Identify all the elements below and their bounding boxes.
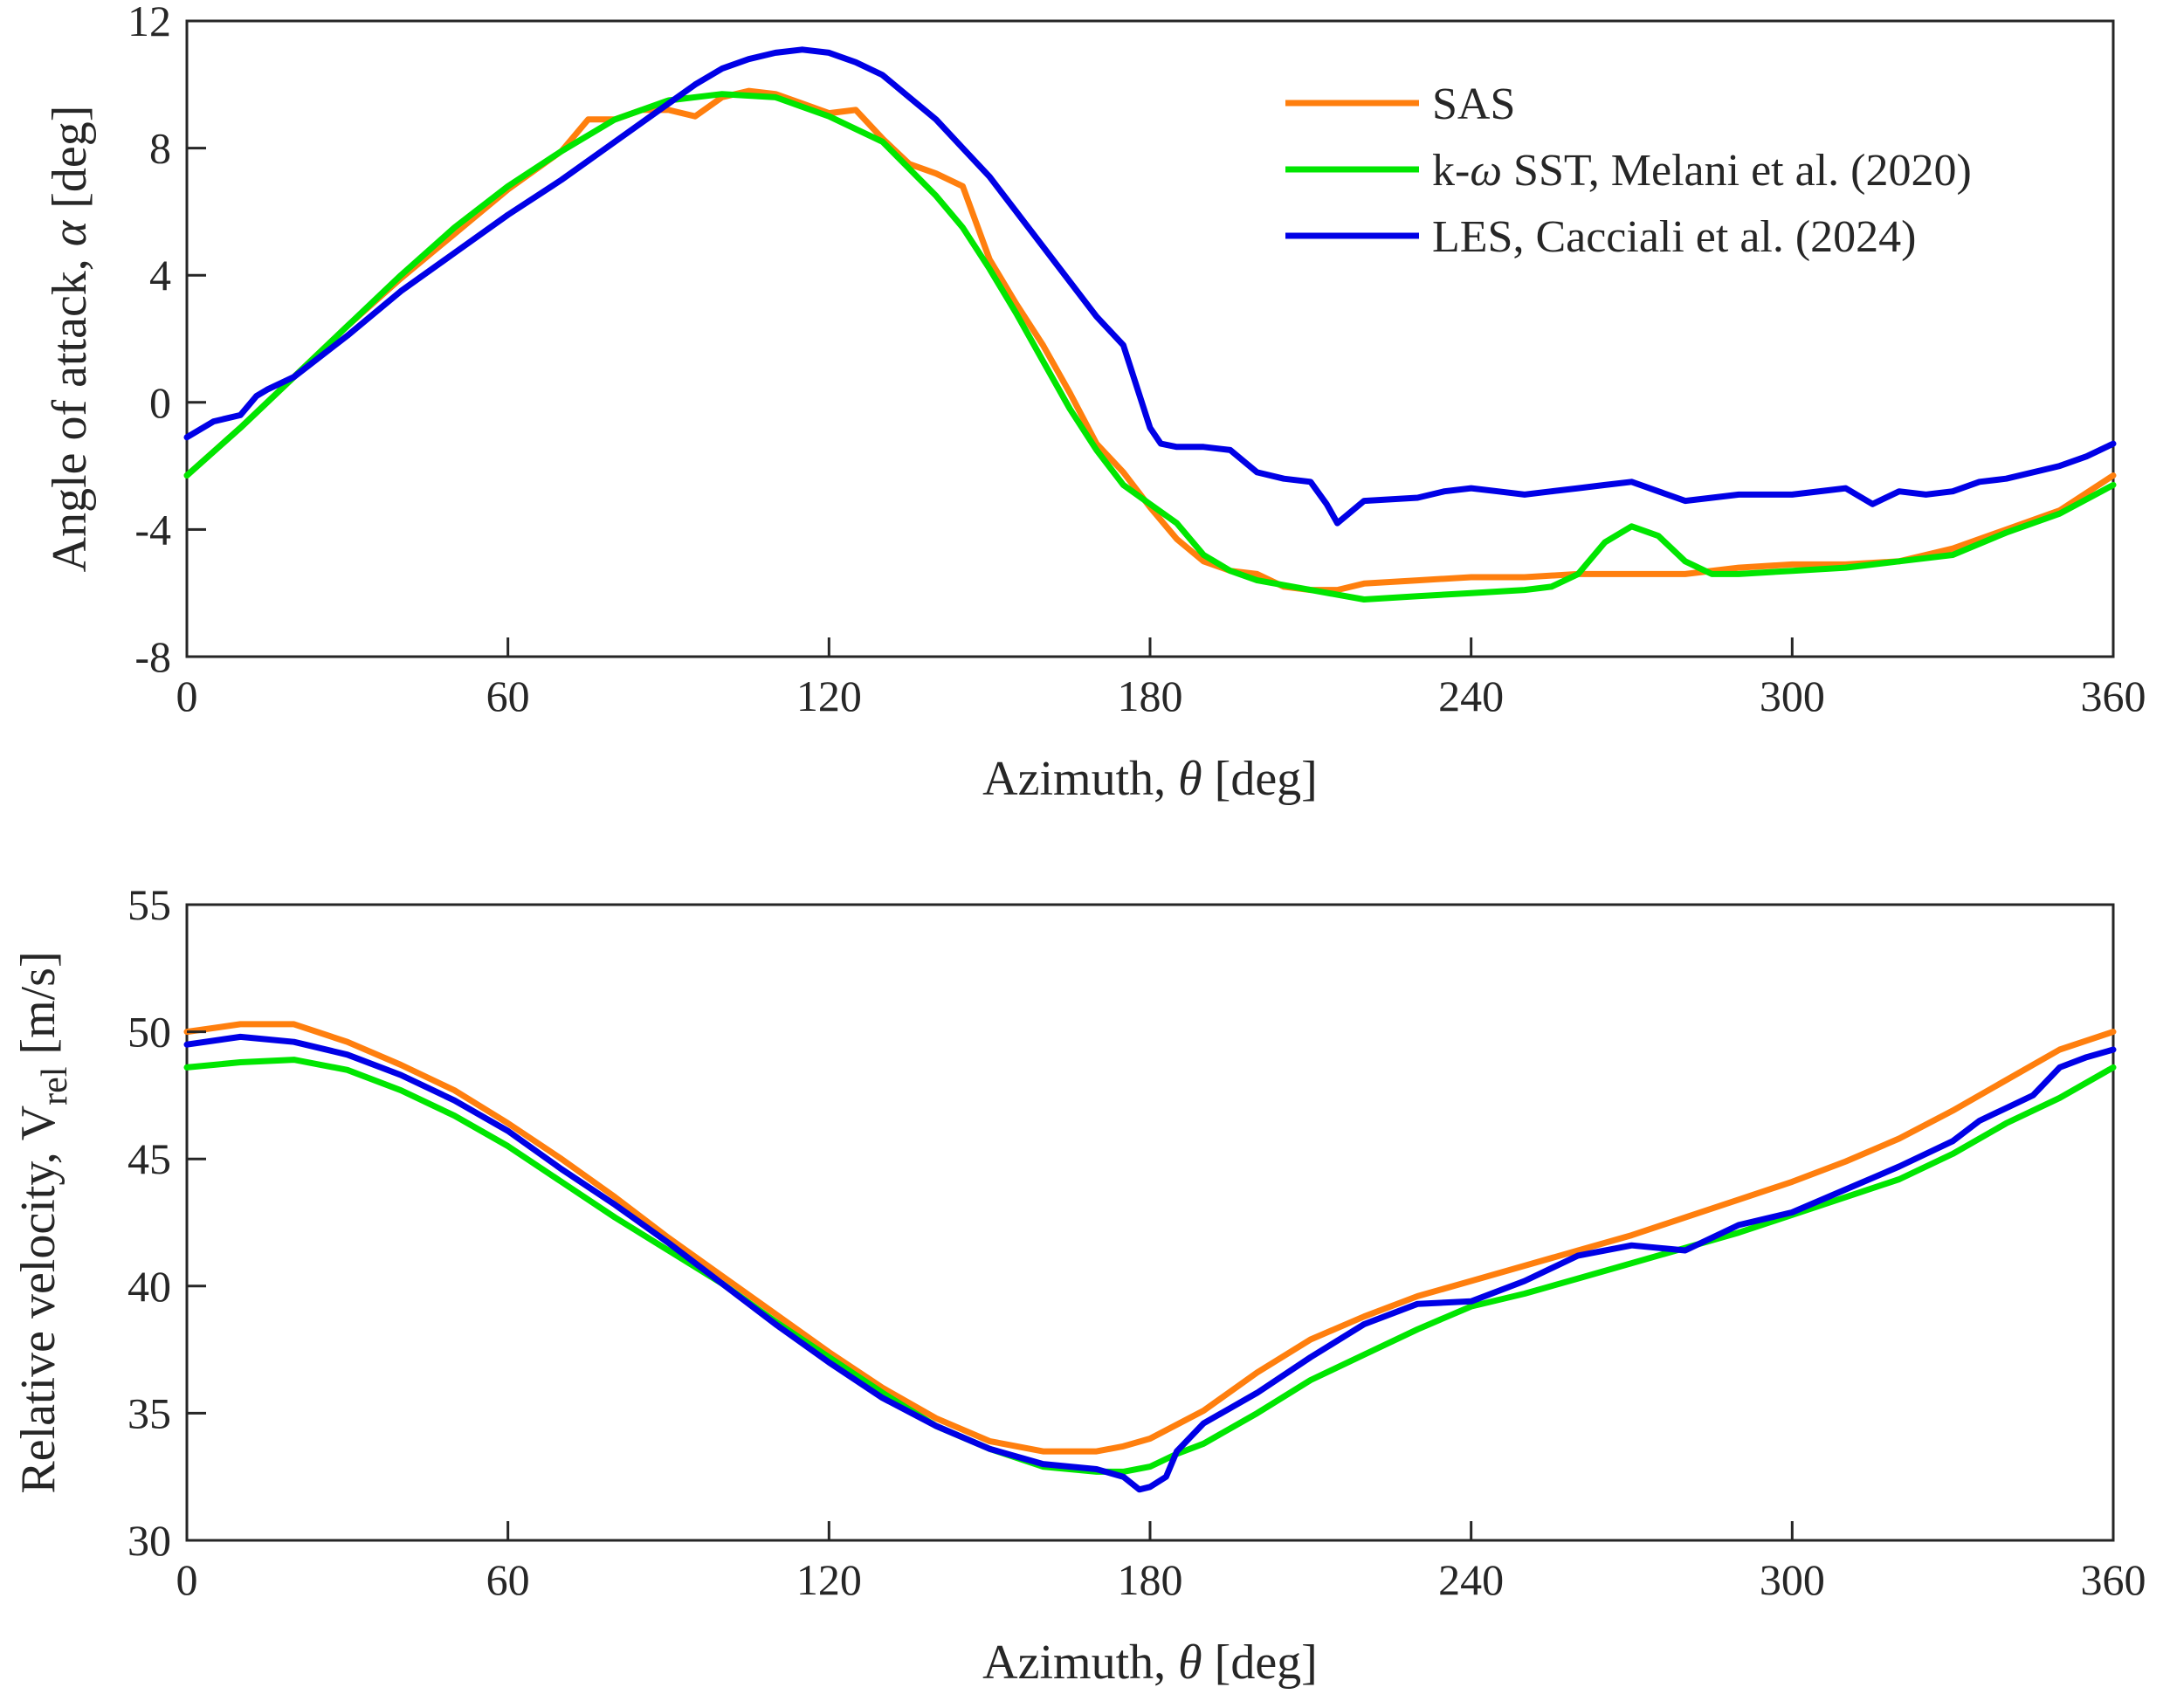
- velocity-x-ticks: 0 60 120 180 240 300 360: [176, 1521, 2146, 1604]
- aoa-axes-frame: [185, 19, 2115, 658]
- velocity-x-tick-label: 120: [796, 1555, 862, 1604]
- aoa-y-tick-label: 8: [149, 124, 171, 173]
- velocity-axes-frame: [185, 903, 2115, 1542]
- aoa-x-ticks: 0 60 120 180 240 300 360: [176, 637, 2146, 720]
- aoa-y-tick-label: -8: [134, 632, 171, 681]
- aoa-y-tick-label: 12: [127, 0, 171, 45]
- velocity-y-axis-title: Relative velocity, Vrel [m/s]: [11, 951, 75, 1493]
- aoa-y-tick-label: 4: [149, 251, 171, 300]
- aoa-series-layer: [183, 46, 2117, 603]
- aoa-x-tick-label: 240: [1438, 671, 1504, 720]
- velocity-y-tick-label: 55: [127, 880, 171, 929]
- velocity-x-axis-title: Azimuth, θ [deg]: [982, 1636, 1318, 1690]
- aoa-x-axis-title: Azimuth, θ [deg]: [982, 752, 1318, 806]
- velocity-y-tick-label: 50: [127, 1008, 171, 1057]
- velocity-series-les: [183, 1033, 2117, 1493]
- aoa-series-sst: [183, 91, 2117, 603]
- velocity-y-tick-label: 40: [127, 1262, 171, 1311]
- velocity-y-ticks: 30 35 40 45 50 55: [127, 880, 206, 1565]
- aoa-x-tick-label: 360: [2081, 671, 2146, 720]
- velocity-y-tick-label: 30: [127, 1516, 171, 1565]
- velocity-series-layer: [183, 1021, 2117, 1493]
- aoa-x-tick-label: 60: [486, 671, 530, 720]
- velocity-x-tick-label: 360: [2081, 1555, 2146, 1604]
- velocity-series-sas: [183, 1021, 2117, 1455]
- velocity-x-tick-label: 300: [1760, 1555, 1825, 1604]
- aoa-chart: 0 60 120 180 240 300 360 -8 -4 0 4 8 12 Azimuth, θ …: [43, 0, 2146, 806]
- velocity-y-tick-label: 35: [127, 1388, 171, 1437]
- aoa-x-tick-label: 300: [1760, 671, 1825, 720]
- velocity-x-tick-label: 60: [486, 1555, 530, 1604]
- velocity-x-tick-label: 240: [1438, 1555, 1504, 1604]
- aoa-x-tick-label: 0: [176, 671, 198, 720]
- velocity-series-sst: [183, 1057, 2117, 1475]
- velocity-x-tick-label: 0: [176, 1555, 198, 1604]
- aoa-y-tick-label: 0: [149, 378, 171, 427]
- aoa-series-sas: [183, 87, 2117, 594]
- legend-label-sas: SAS: [1432, 79, 1515, 129]
- velocity-x-tick-label: 180: [1118, 1555, 1183, 1604]
- velocity-chart: 0 60 120 180 240 300 360 30 35 40 45 50 55 Azimuth,…: [11, 880, 2146, 1690]
- legend-label-sst: k-ω SST, Melani et al. (2020): [1432, 146, 1972, 196]
- velocity-y-tick-label: 45: [127, 1134, 171, 1183]
- legend: SAS k-ω SST, Melani et al. (2020) LES, C…: [1285, 79, 1972, 262]
- aoa-y-tick-label: -4: [134, 505, 171, 554]
- aoa-x-tick-label: 120: [796, 671, 862, 720]
- aoa-y-axis-title: Angle of attack, α [deg]: [43, 106, 97, 573]
- aoa-x-tick-label: 180: [1118, 671, 1183, 720]
- aoa-series-les: [183, 46, 2117, 527]
- legend-label-les: LES, Cacciali et al. (2024): [1432, 212, 1916, 262]
- aoa-y-ticks: -8 -4 0 4 8 12: [127, 0, 206, 681]
